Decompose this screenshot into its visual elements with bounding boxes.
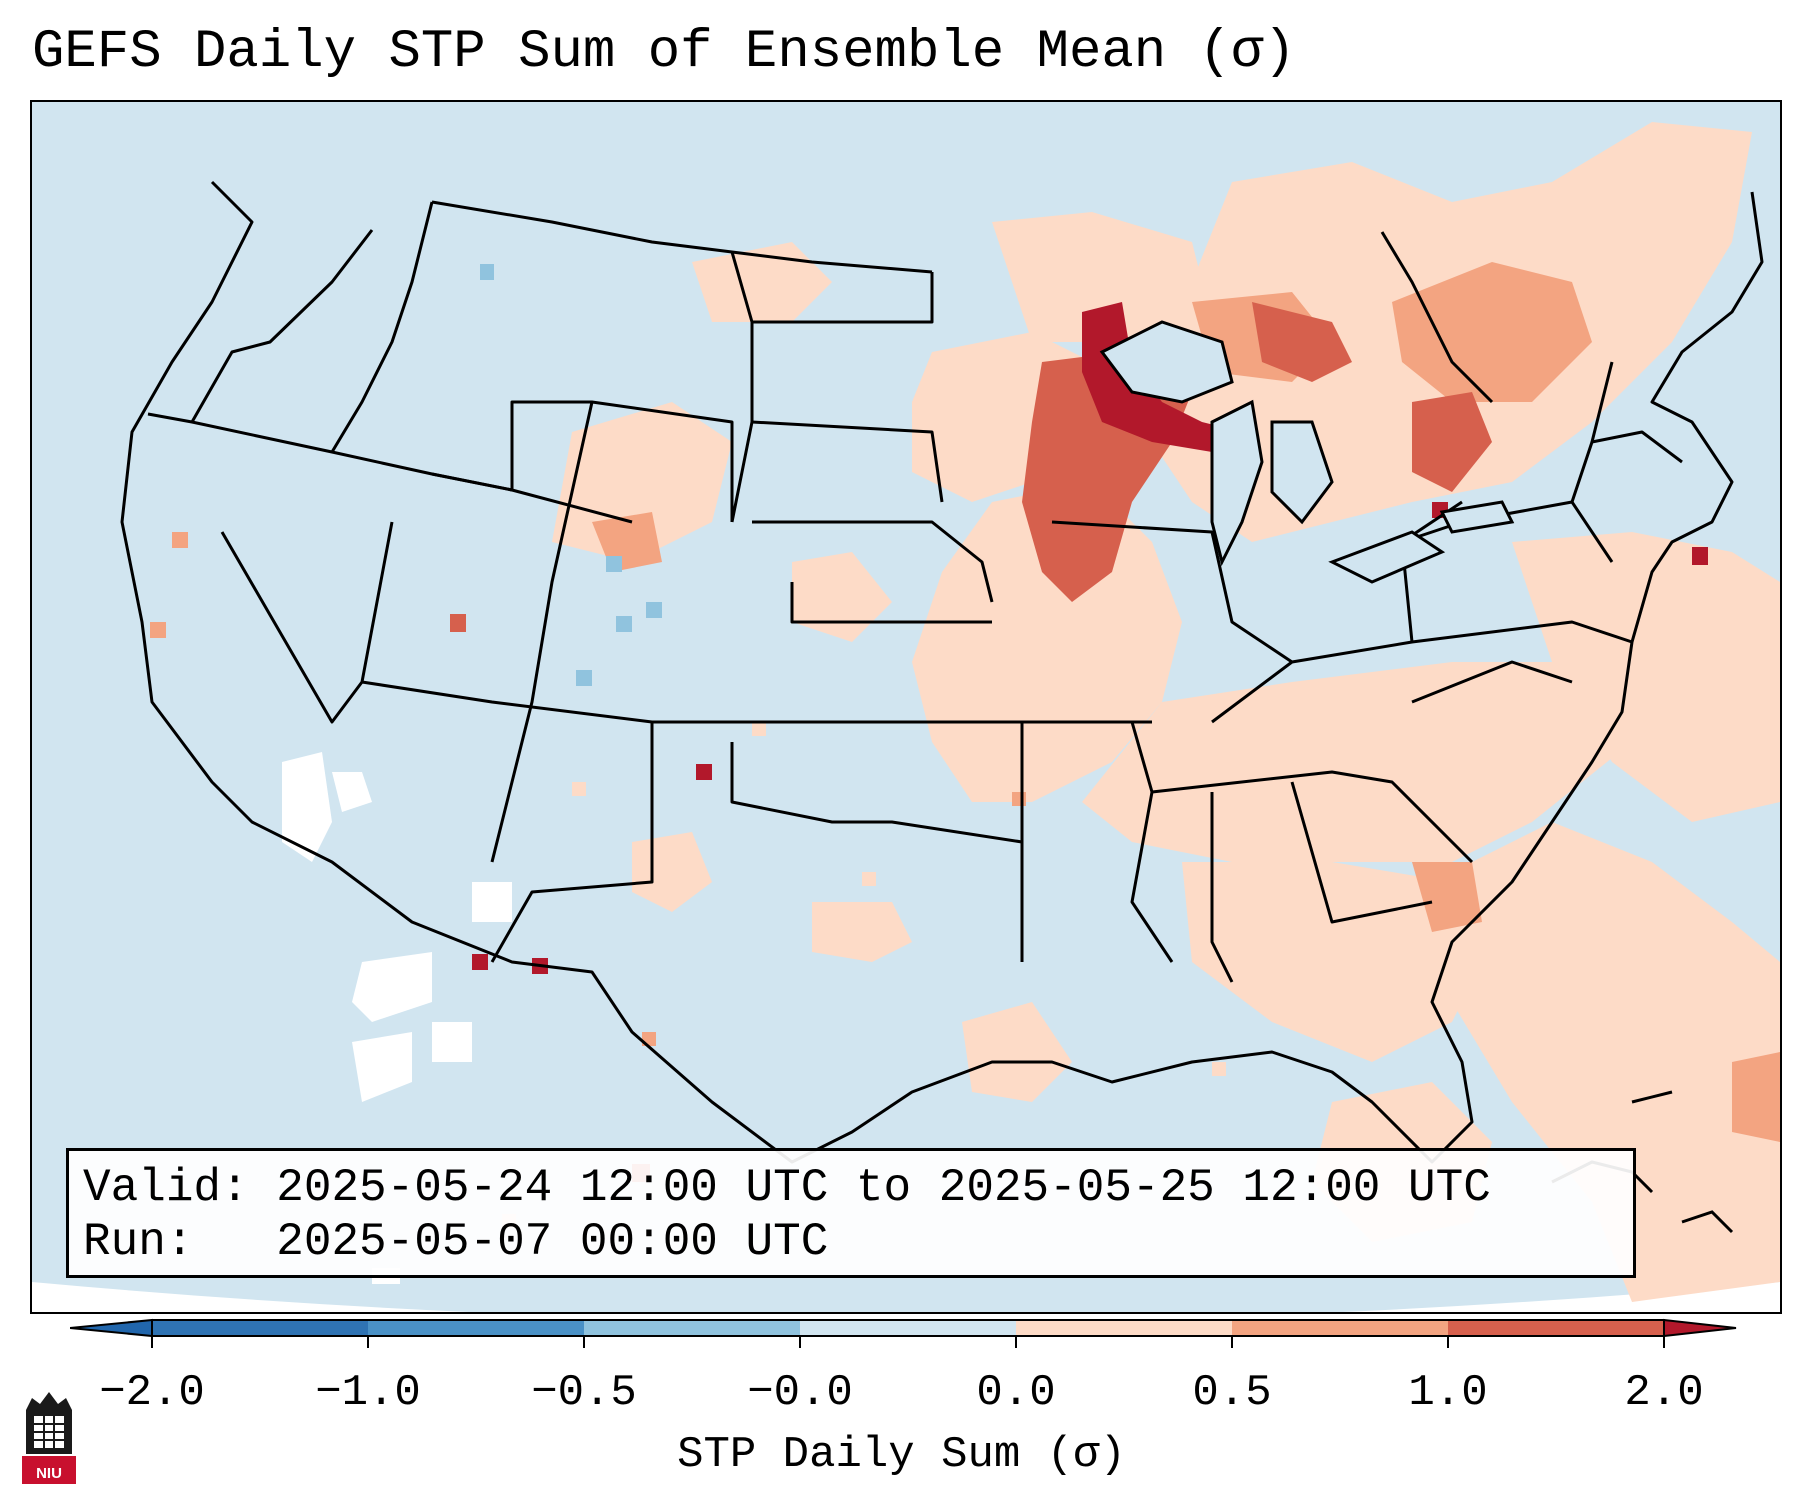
negative-anomaly-cells [480, 264, 662, 686]
niu-tower-logo-icon: NIU [20, 1390, 78, 1486]
colorbar-tick-label: 1.0 [1408, 1368, 1488, 1418]
colorbar-bin-3 [584, 1320, 800, 1336]
colorbar-ticks [151, 1336, 1665, 1348]
colorbar-tick-label: −0.0 [747, 1368, 853, 1418]
great-lakes [1099, 320, 1515, 584]
run-time-line: Run: 2025-05-07 00:00 UTC [83, 1216, 829, 1268]
colorbar [70, 1318, 1737, 1348]
valid-time-line: Valid: 2025-05-24 12:00 UTC to 2025-05-2… [83, 1162, 1491, 1214]
near-zero-cells [282, 752, 512, 1284]
colorbar-bin-1 [152, 1320, 368, 1336]
map-canvas [32, 102, 1780, 1312]
validity-info-box: Valid: 2025-05-24 12:00 UTC to 2025-05-2… [66, 1148, 1636, 1278]
chart-title: GEFS Daily STP Sum of Ensemble Mean (σ) [32, 22, 1296, 83]
colorbar-bin-5 [1016, 1320, 1232, 1336]
logo-graphic [22, 1392, 76, 1484]
colorbar-bin-7 [1448, 1320, 1664, 1336]
state-borders [120, 180, 1764, 1164]
colorbar-tick-label: 2.0 [1624, 1368, 1704, 1418]
colorbar-tick-label: 0.0 [976, 1368, 1056, 1418]
logo-text: NIU [36, 1465, 62, 1482]
map-panel [30, 100, 1782, 1314]
colorbar-bin-6 [1232, 1320, 1448, 1336]
colorbar-bin-2 [368, 1320, 584, 1336]
colorbar-tick-label: −2.0 [99, 1368, 205, 1418]
colorbar-frame [151, 1319, 1665, 1337]
colorbar-tick-label: −1.0 [315, 1368, 421, 1418]
colorbar-extend-low [70, 1318, 153, 1338]
colorbar-bin-4 [800, 1320, 1016, 1336]
colorbar-tick-label: 0.5 [1192, 1368, 1272, 1418]
colorbar-extend-high [1663, 1318, 1737, 1338]
colorbar-label: STP Daily Sum (σ) [677, 1430, 1126, 1480]
colorbar-tick-label: −0.5 [531, 1368, 637, 1418]
